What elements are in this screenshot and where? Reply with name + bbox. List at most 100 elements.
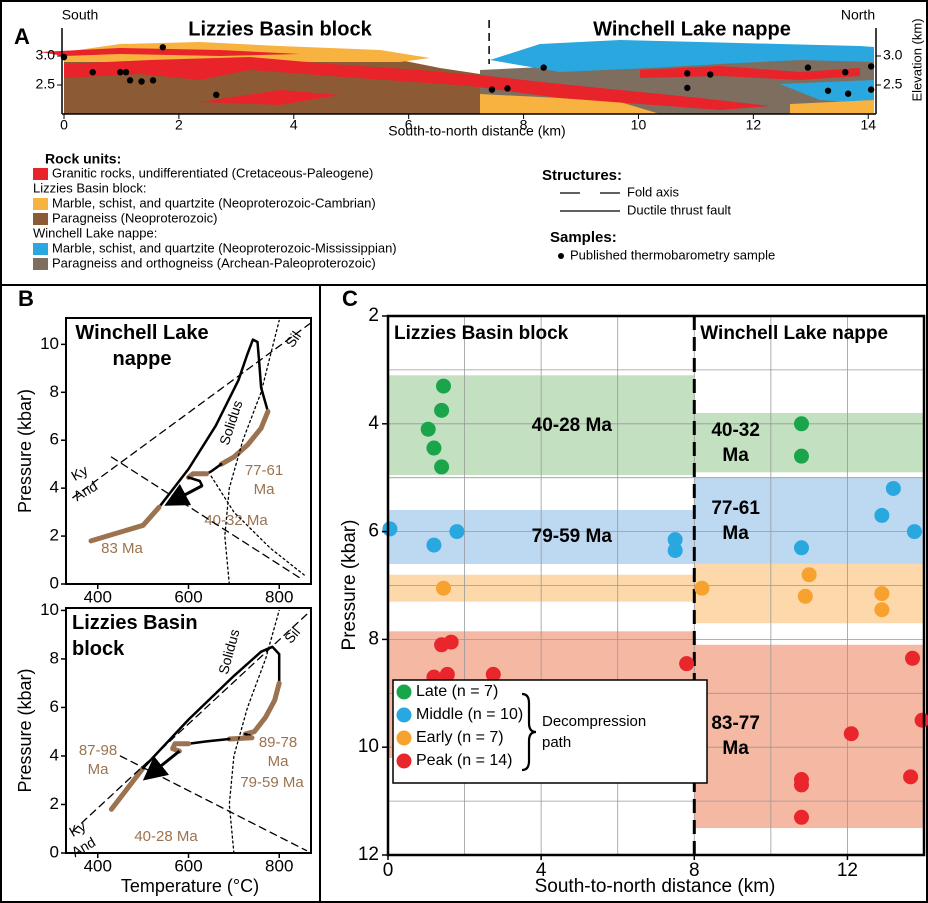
unit-granite: [640, 66, 860, 80]
y-tick-label: 2: [50, 794, 59, 813]
band-label-box: 79-59 Ma: [532, 526, 612, 547]
y-axis-title: Pressure (kbar): [15, 668, 35, 792]
chart-title: Lizzies Basin block: [72, 612, 198, 660]
unit-granite: [40, 48, 300, 56]
y-axis-title: Pressure (kbar): [339, 520, 360, 651]
unit-marble-lb: [480, 94, 660, 114]
x-axis-title: South-to-north distance (km): [388, 123, 565, 139]
sample-point: [382, 521, 398, 537]
y-tick-label: 8: [368, 628, 379, 649]
x-tick-label: 8: [520, 117, 528, 133]
reaction-line: [110, 456, 303, 580]
sample-point: [842, 69, 849, 76]
segment-path: [218, 409, 271, 467]
sample-point: [667, 532, 683, 548]
sample-point: [684, 84, 691, 92]
sample-point: [885, 480, 901, 496]
y-tick-label: 6: [368, 521, 379, 542]
sample-point: [60, 53, 68, 61]
sample-point: [138, 78, 145, 85]
legend-label: Peak (n = 14): [416, 752, 513, 769]
reaction-line: [119, 755, 308, 852]
plot-area: [66, 318, 311, 584]
sample-point: [117, 69, 124, 76]
sample-point: [126, 77, 134, 84]
x-tick-label: 12: [837, 860, 858, 881]
sample-point: [903, 769, 919, 785]
legend-heading: Rock units:: [45, 151, 121, 167]
x-tick-label: 2: [175, 117, 183, 133]
band-label: 77-61 Ma: [711, 497, 760, 544]
legend-label: Marble, schist, and quartzite (Neoproter…: [52, 240, 397, 255]
panel-label: C: [342, 286, 358, 311]
sample-point: [449, 524, 465, 540]
legend-bracket: [521, 692, 537, 772]
segment-label: 89-78 Ma: [258, 734, 298, 770]
sample-point: [504, 85, 511, 92]
sample-point: [874, 602, 890, 618]
band-label: 40-28 Ma: [531, 414, 612, 436]
sample-point: [540, 64, 547, 71]
sample-point: [439, 666, 455, 682]
legend-swatch: [33, 243, 48, 255]
sample-point: [420, 421, 436, 437]
section-title: Winchell Lake nappe: [593, 18, 791, 40]
sample-point: [801, 567, 817, 583]
sample-point: [824, 87, 832, 94]
x-tick-label: 8: [689, 860, 700, 881]
region-label: Lizzies Basin block: [394, 323, 569, 344]
y-tick-label: 4: [50, 745, 59, 764]
legend-marker: [396, 753, 412, 769]
segment-path: [186, 471, 210, 480]
legend-note: Decompression: [542, 713, 646, 730]
segment-label: 87-98 Ma: [78, 742, 118, 778]
sample-point: [159, 44, 167, 51]
unit-granite: [200, 90, 340, 105]
legend-marker: [396, 684, 412, 700]
x-tick-label: 400: [84, 587, 112, 606]
sample-point: [443, 634, 459, 650]
sample-point: [844, 90, 852, 97]
segment-label-box: 77-61 Ma: [245, 462, 283, 498]
y-tick-label: 10: [358, 736, 379, 757]
y-tick-label: 4: [50, 478, 59, 497]
sample-point: [867, 63, 875, 70]
chart-title-box: Lizzies Basin block: [72, 612, 198, 660]
legend-box: [392, 679, 708, 784]
pt-path: [141, 645, 281, 770]
x-axis-title: South-to-north distance (km): [535, 876, 776, 897]
pt-path: [187, 476, 204, 487]
pt-path: [157, 338, 270, 509]
unit-marble-wl: [490, 40, 874, 72]
legend-symbol: [558, 253, 564, 259]
sample-point: [707, 71, 714, 78]
sample-point: [906, 524, 922, 540]
legend-label: Ductile thrust fault: [627, 202, 731, 217]
chart-title-box: Winchell Lake nappe: [75, 322, 208, 370]
x-tick-label: 0: [60, 117, 68, 133]
sample-point: [793, 777, 809, 793]
sample-point: [485, 666, 501, 682]
legend-label: Paragneiss and orthogneiss (Archean-Pale…: [52, 255, 376, 270]
x-axis-title: Temperature (°C): [121, 876, 259, 896]
y-tick-label: 8: [50, 382, 59, 401]
pt-path: [187, 737, 231, 746]
plot-frame: [65, 317, 312, 585]
legend-label: Paragneiss (Neoproterozoic): [52, 210, 217, 225]
x-tick-label: 600: [174, 587, 202, 606]
sample-point: [213, 91, 220, 99]
band-label: 83-77 Ma: [711, 713, 760, 760]
band-label-box: 40-28 Ma: [531, 414, 612, 436]
y-tick-label: 0: [50, 842, 59, 861]
y-tick-label: 8: [50, 648, 59, 667]
x-tick-label: 800: [265, 856, 293, 875]
segment-label: 79-59 Ma: [240, 773, 304, 791]
segment-label: 40-28 Ma: [134, 827, 198, 845]
reaction-line: [72, 609, 312, 832]
segment-label-box: 89-78 Ma: [258, 734, 298, 770]
age-band: [694, 413, 924, 473]
legend-heading: Samples:: [550, 229, 617, 246]
sample-point: [797, 588, 813, 604]
sample-point: [436, 580, 452, 596]
